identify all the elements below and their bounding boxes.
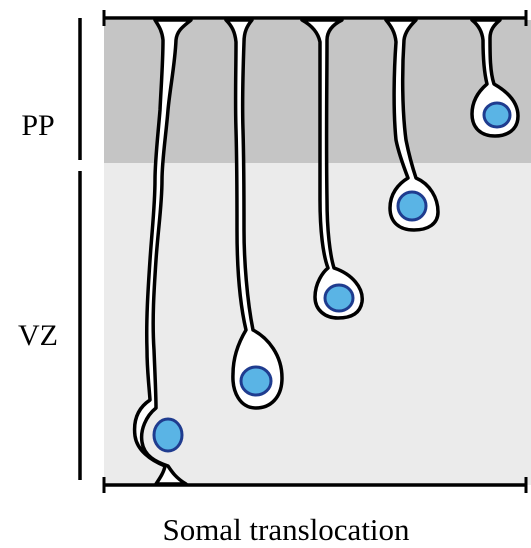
vz-label: VZ [18, 319, 58, 352]
cell-3 [300, 18, 364, 320]
pp-label: PP [21, 109, 54, 142]
cell-5 [470, 18, 520, 138]
cell-1-nucleus [152, 417, 184, 453]
cell-5-nucleus [482, 101, 512, 129]
diagram-caption: Somal translocation [162, 512, 410, 547]
cell-2-nucleus [239, 365, 273, 397]
cell-3-nucleus [323, 283, 355, 313]
cell-3-body [300, 18, 364, 320]
cell-4 [384, 18, 440, 232]
cell-4-body [384, 18, 440, 232]
cell-2 [224, 18, 284, 410]
cell-2-body [224, 18, 284, 410]
cell-4-nucleus [396, 190, 428, 222]
